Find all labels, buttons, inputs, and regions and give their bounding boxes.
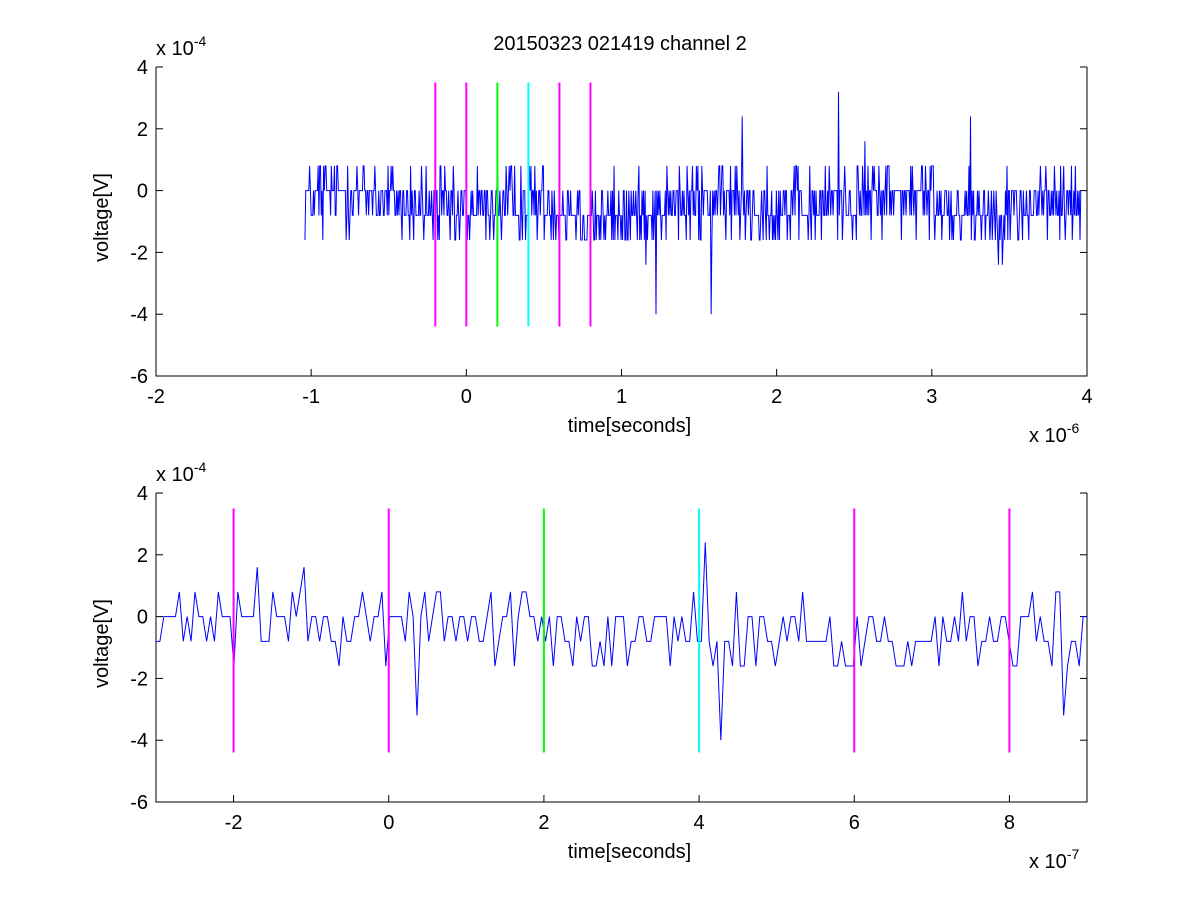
x-exponent-label: x 10-6 — [1029, 420, 1079, 447]
axes-frame — [155, 493, 1088, 803]
y-tick-label: 4 — [137, 483, 148, 505]
y-tick-label: -6 — [130, 792, 148, 814]
x-tick-label: 8 — [1004, 812, 1015, 834]
figure-title: 20150323 021419 channel 2 — [493, 33, 747, 55]
x-axis-label: time[seconds] — [568, 841, 691, 863]
x-tick-label: -2 — [147, 386, 165, 408]
y-axis-label: voltage[V] — [91, 599, 113, 688]
y-tick-label: -6 — [130, 366, 148, 388]
x-tick-label: 1 — [616, 386, 627, 408]
y-tick-label: 0 — [137, 607, 148, 629]
y-tick-label: 0 — [137, 181, 148, 203]
bottom-plot: -2 0 2 4 6 8-6-4-2024time[seconds]voltage[V]x… — [91, 459, 1088, 873]
y-exponent-label: x 10-4 — [156, 459, 206, 486]
y-exponent-label: x 10-4 — [156, 33, 206, 60]
y-tick-label: 2 — [137, 545, 148, 567]
x-tick-label: 2 — [771, 386, 782, 408]
top-plot: -2 -1 0 1 2 3 4 -6 -4 -2 0 2 4 time[seconds] voltage[V… — [91, 33, 1093, 447]
y-tick-label: -2 — [130, 668, 148, 690]
voltage-series-line — [304, 91, 1082, 315]
x-tick-label: 0 — [461, 386, 472, 408]
y-tick-label: -2 — [130, 242, 148, 264]
x-tick-label: 2 — [538, 812, 549, 834]
y-tick-label: -4 — [130, 304, 148, 326]
x-tick-label: 4 — [694, 812, 705, 834]
x-tick-label: 6 — [849, 812, 860, 834]
x-axis-label: time[seconds] — [568, 415, 691, 437]
y-tick-label: 4 — [137, 57, 148, 79]
voltage-series-line — [156, 542, 1087, 741]
y-axis-label: voltage[V] — [91, 173, 113, 262]
x-tick-label: 4 — [1081, 386, 1092, 408]
x-exponent-label: x 10-7 — [1029, 846, 1079, 873]
x-tick-label: -2 — [225, 812, 243, 834]
y-tick-label: 2 — [137, 119, 148, 141]
x-tick-label: 0 — [383, 812, 394, 834]
y-tick-label: -4 — [130, 730, 148, 752]
x-tick-label: -1 — [302, 386, 320, 408]
x-tick-label: 3 — [926, 386, 937, 408]
